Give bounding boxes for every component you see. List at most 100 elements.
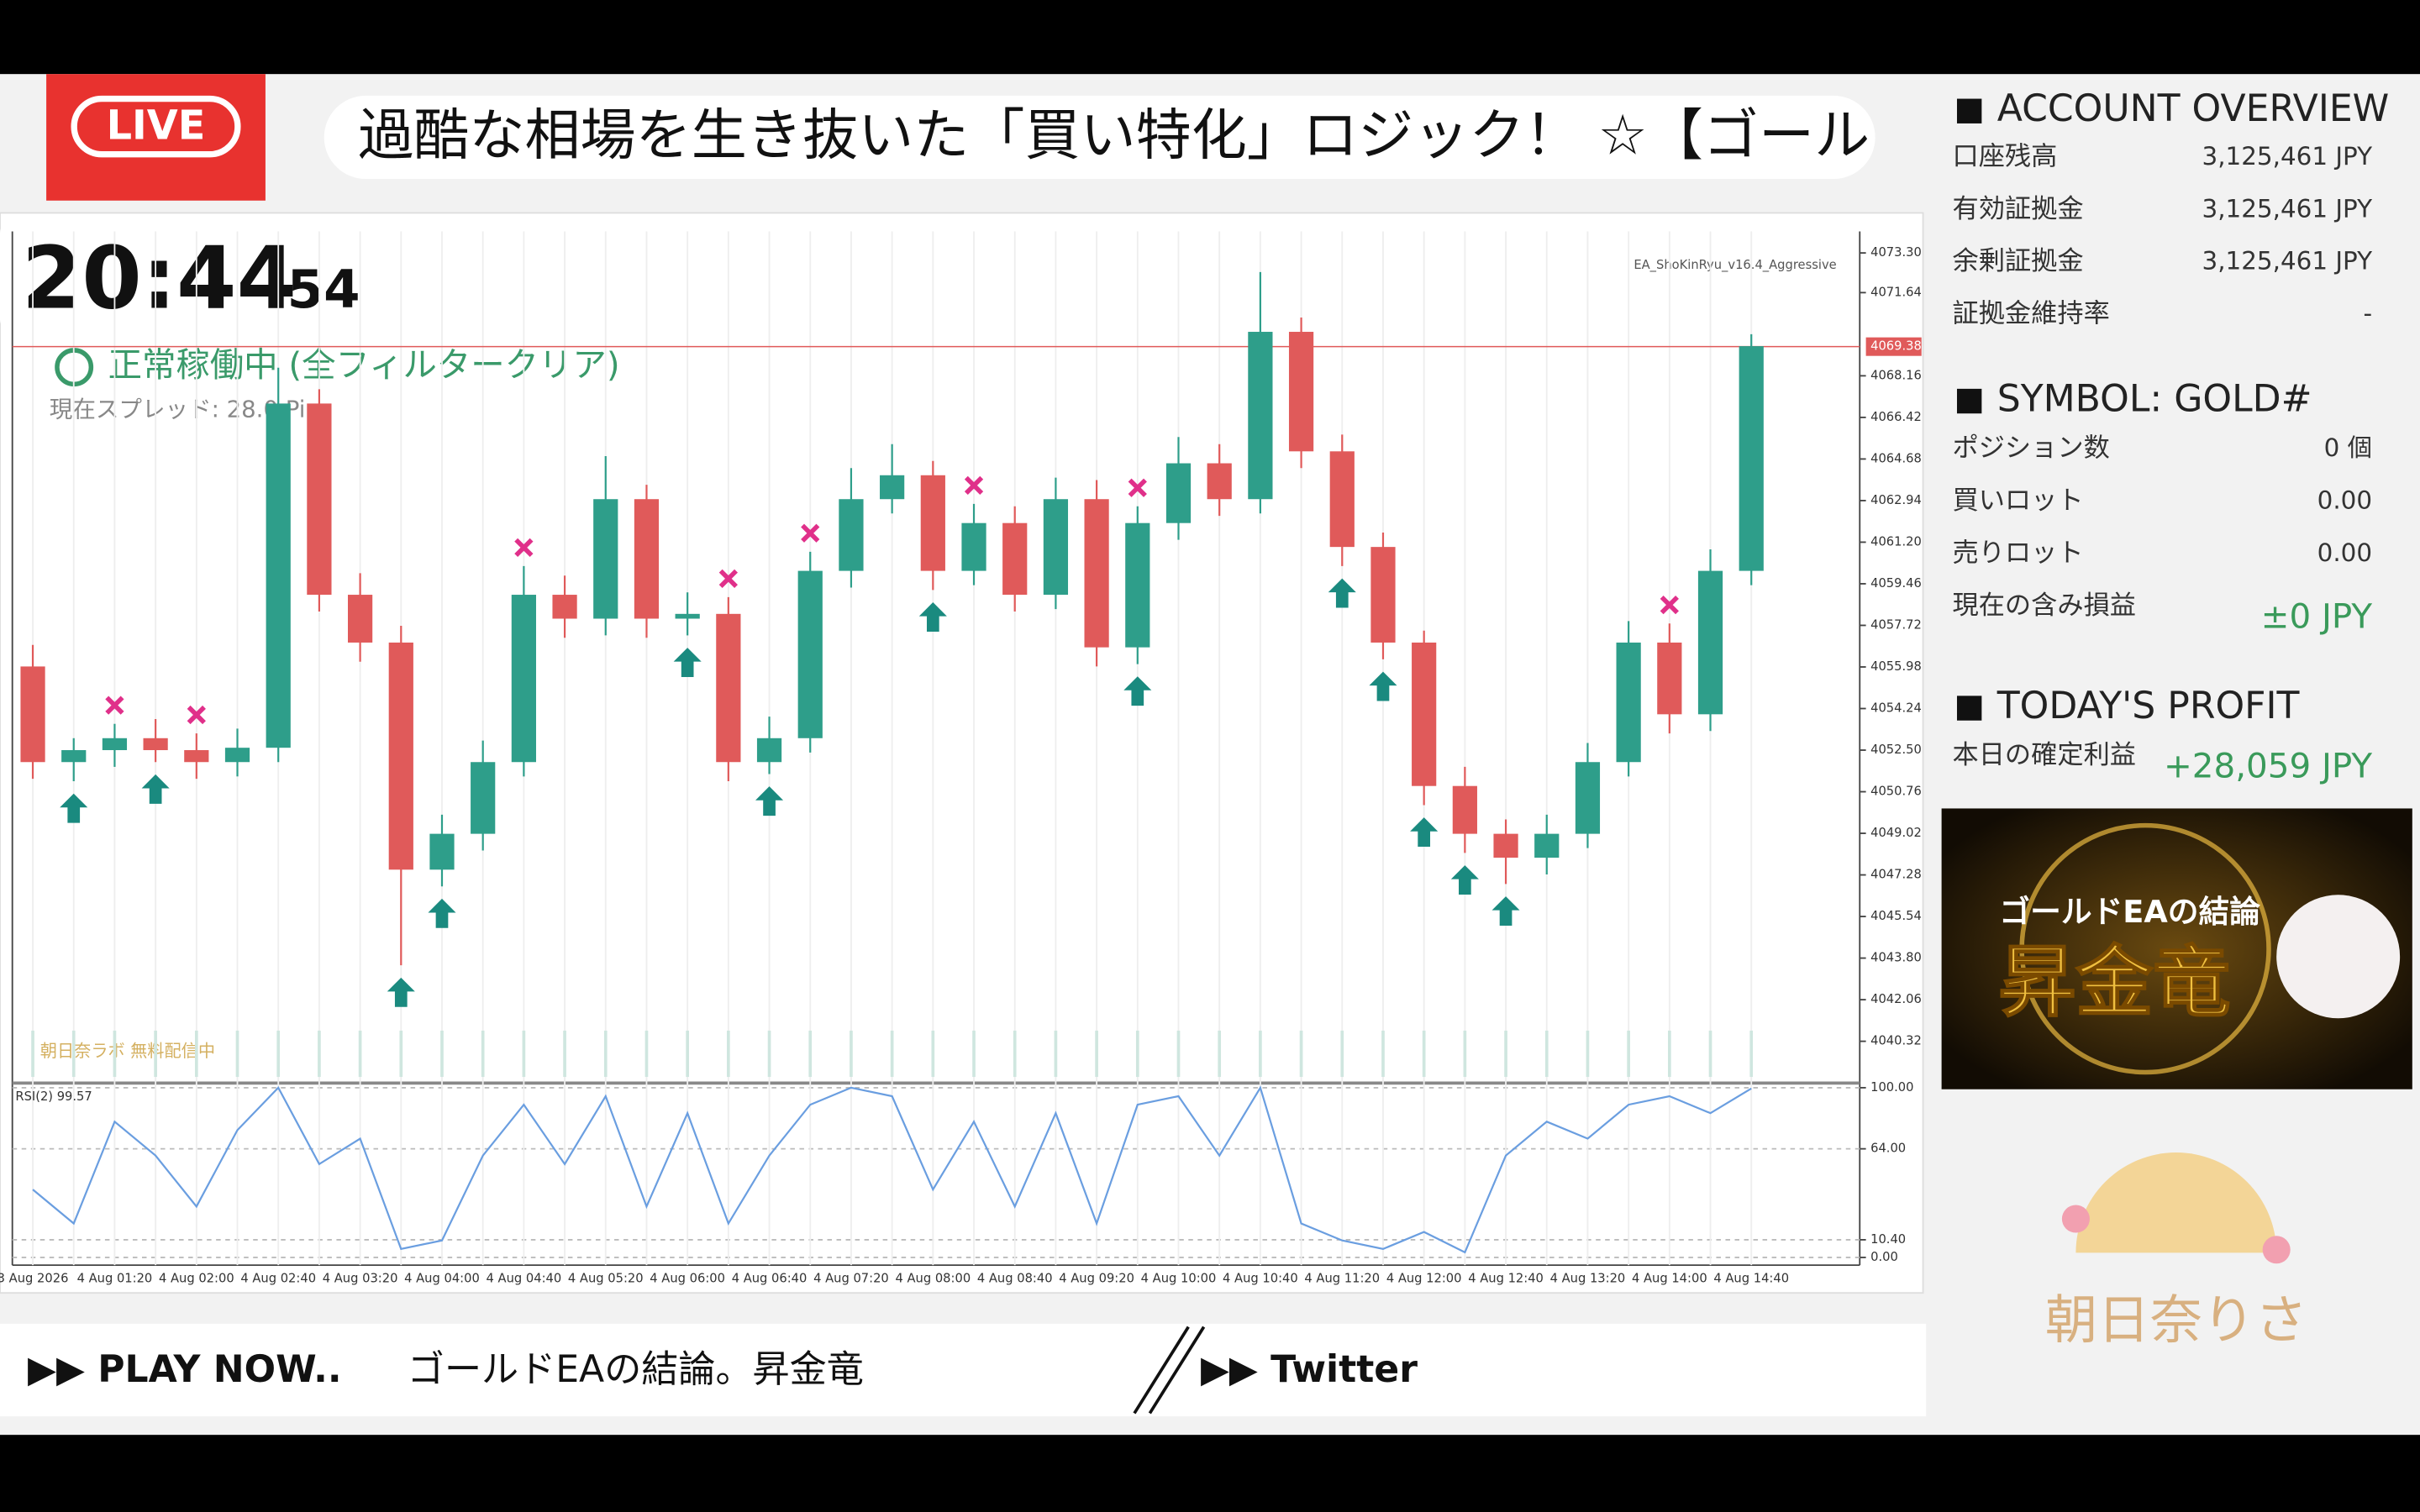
volume-bar [1013,1030,1017,1078]
row-label: 余剰証拠金 [1952,246,2083,276]
candle-body [184,750,209,763]
y-tick-label: 4068.16 [1870,368,1922,382]
volume-bar [1259,1030,1262,1078]
buy-arrow [918,602,947,632]
buy-arrow [1491,896,1520,926]
candle-body [471,762,496,834]
bullet [1956,696,1982,721]
volume-bar [276,1030,281,1078]
volume-bar [972,1030,976,1078]
volume-bar [440,1030,444,1078]
y-tick-label: 4045.54 [1870,909,1922,923]
y-tick-label: 4042.06 [1870,992,1922,1006]
y-tick-label: 4073.30 [1870,245,1922,260]
x-tick-label: 4 Aug 08:00 [895,1272,971,1286]
volume-bar [890,1030,894,1078]
banner-ring [2019,822,2271,1075]
candle-body [20,666,45,763]
panel-title: TODAY'S PROFIT [1996,685,2301,727]
y-tick-label: 100.00 [1870,1080,1913,1095]
candle-body [716,613,741,763]
bullet [1956,98,1982,123]
buy-arrow [428,898,456,928]
volume-bar [1176,1030,1181,1078]
row-value: 0.00 [2317,538,2372,567]
candle-body [1207,463,1232,500]
panel-title: ACCOUNT OVERVIEW [1997,87,2390,130]
candle-body [1288,332,1314,452]
clock-seconds: 54 [287,259,360,320]
y-tick-label: 4061.20 [1870,534,1922,549]
banner-title: 昇金竜 [1999,937,2230,1027]
row-label: 口座残高 [1952,141,2057,171]
candle-body [511,595,536,763]
candle-body [307,403,332,596]
row-label: 証拠金維持率 [1952,299,2109,329]
row-value: 3,125,461 JPY [2202,194,2373,223]
row-label: 現在の含み損益 [1952,591,2136,621]
candle-body [1452,785,1477,834]
x-tick-label: 4 Aug 10:00 [1141,1272,1217,1286]
volume-bar [194,1030,198,1078]
candle-body [266,403,291,748]
clock: 20:44 [22,228,297,328]
volume-bar [1299,1030,1303,1078]
x-tick-label: 4 Aug 08:40 [977,1272,1053,1286]
candle-body [1043,499,1069,596]
buy-arrow [1450,865,1479,895]
x-tick-label: 4 Aug 03:20 [323,1272,398,1286]
volume-bar [1095,1030,1098,1078]
volume-bar [808,1030,813,1078]
logo-sun [2075,1152,2277,1253]
x-tick-label: 4 Aug 14:40 [1713,1272,1789,1286]
y-tick-label: 64.00 [1870,1142,1906,1156]
x-tick-label: 4 Aug 07:20 [813,1272,889,1286]
panel-title: SYMBOL: GOLD# [1997,378,2312,421]
volume-bar [603,1030,608,1078]
panel-rows: 口座残高 3,125,461 JPY 有効証拠金 3,125,461 JPY 余剰証拠金… [1952,141,2372,785]
volume-bar [522,1030,526,1078]
candle-body [61,750,87,763]
buy-arrow [1410,817,1439,848]
candle-body [429,833,455,870]
x-tick-label: 4 Aug 02:00 [159,1272,234,1286]
y-tick-label: 4066.42 [1870,410,1922,424]
x-tick-label: 4 Aug 01:20 [77,1272,153,1286]
buy-arrow [1328,578,1356,608]
candle-body [1329,451,1355,548]
row-value: ±0 JPY [2261,596,2373,637]
x-tick-label: 4 Aug 14:00 [1632,1272,1707,1286]
y-tick-label: 0.00 [1870,1250,1898,1264]
volume-bar [1463,1030,1467,1078]
live-frame [71,95,241,158]
ea-name: EA_ShoKinRyu_v16.4_Aggressive [1634,258,1836,272]
volume-bar [767,1030,771,1078]
volume-bar [727,1030,730,1078]
x-tick-label: 4 Aug 06:00 [650,1272,725,1286]
candle-body [839,499,864,571]
x-tick-label: 4 Aug 04:00 [404,1272,480,1286]
buy-arrow [1369,671,1397,701]
volume-bar [1544,1030,1549,1078]
rsi-title: RSI(2) 99.57 [15,1089,92,1104]
x-tick-label: 4 Aug 02:40 [240,1272,316,1286]
candle-body [1616,642,1641,763]
banner-character [2276,895,2401,1019]
row-label: 売りロット [1952,538,2083,568]
candle-body [224,748,250,763]
volume-bar [481,1030,485,1078]
volume-bar [71,1030,76,1078]
x-tick-label: 4 Aug 06:40 [732,1272,808,1286]
candle-body [920,475,945,571]
volume-bar [31,1030,34,1078]
candle-body [143,738,168,751]
live-badge [46,74,266,201]
candle-body [797,570,823,738]
chart-area: 4073.30 4071.64 4068.16 4066.42 4064.68 4062.… [0,231,1922,1286]
candle-body [552,595,577,619]
logo-text: 朝日奈りさ [2045,1289,2307,1351]
volume-bar [1381,1030,1385,1078]
volume-bar [318,1030,321,1078]
y-tick-label: 4050.76 [1870,785,1922,799]
twitter-link[interactable]: ▶▶ Twitter [1201,1348,1418,1391]
